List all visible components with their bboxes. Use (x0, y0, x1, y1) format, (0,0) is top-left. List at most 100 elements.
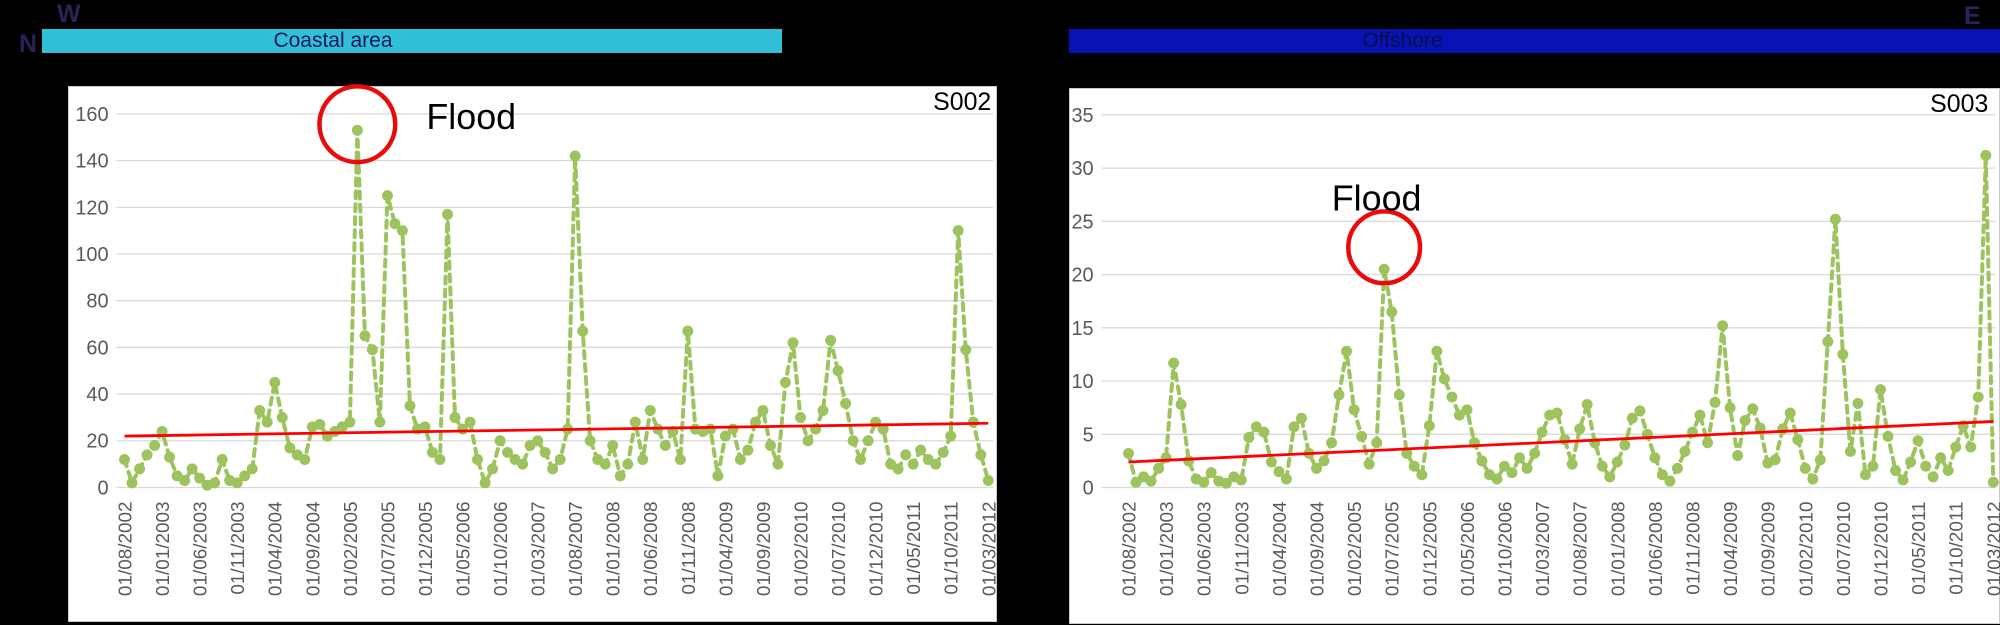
data-point (749, 416, 761, 428)
y-axis-tick-label: 100 (75, 244, 108, 266)
x-axis-tick-label: 01/08/2002 (1119, 501, 1140, 596)
x-axis-tick-label: 01/05/2011 (904, 501, 925, 594)
data-point (1499, 460, 1510, 472)
data-point (366, 344, 378, 356)
data-point (1311, 462, 1322, 474)
data-point (682, 325, 694, 337)
data-point (396, 225, 408, 237)
data-point (1972, 391, 1984, 403)
coastal-area-header-label: Coastal area (273, 29, 393, 52)
y-axis-tick-label: 5 (1083, 424, 1094, 446)
x-axis-tick-label: 01/05/2006 (1458, 501, 1479, 596)
data-point (1596, 460, 1608, 472)
flood-circle-annotation (1346, 209, 1423, 286)
data-point (1784, 407, 1796, 419)
data-point (1506, 467, 1518, 479)
data-point (351, 124, 363, 136)
data-point (472, 454, 483, 465)
x-axis-tick-label: 01/03/2012 (1984, 501, 2000, 596)
data-point (1461, 404, 1473, 416)
y-axis-tick-label: 140 (75, 151, 108, 173)
data-point (1769, 454, 1781, 466)
data-point (772, 458, 784, 470)
data-point (1664, 475, 1676, 487)
data-point (892, 463, 904, 475)
data-point (877, 423, 889, 435)
data-point (817, 405, 829, 416)
data-point (832, 365, 844, 377)
data-point (734, 454, 746, 465)
station-label: S002 (933, 88, 991, 116)
data-point (1837, 348, 1849, 360)
data-point (1521, 462, 1533, 474)
data-point (261, 416, 273, 428)
data-point (1514, 452, 1526, 464)
data-point (1829, 213, 1841, 225)
data-point (569, 150, 581, 162)
station-label: S003 (1930, 90, 1988, 118)
data-point (599, 458, 611, 470)
data-point (1905, 456, 1917, 468)
data-point (742, 444, 754, 456)
data-point (1408, 460, 1420, 472)
data-point (194, 472, 206, 484)
x-axis-tick-label: 01/12/2010 (1871, 501, 1892, 596)
data-point (419, 421, 431, 433)
data-point (659, 439, 671, 451)
data-point (1867, 460, 1879, 472)
data-point (1852, 397, 1864, 409)
data-point (426, 446, 438, 458)
data-point (434, 454, 446, 465)
data-point (1890, 464, 1902, 476)
x-axis-tick-label: 01/10/2011 (1947, 501, 1968, 594)
flood-annotation-label: Flood (426, 97, 516, 137)
data-point (1168, 357, 1180, 369)
x-axis-tick-label: 01/06/2003 (191, 501, 212, 596)
data-point (1574, 423, 1586, 435)
data-point (982, 475, 994, 487)
data-point (862, 435, 874, 447)
x-axis-tick-label: 01/02/2010 (1796, 501, 1817, 596)
data-point (1235, 474, 1247, 486)
data-point (607, 439, 619, 451)
data-point (930, 458, 942, 470)
x-axis-tick-label: 01/07/2010 (829, 501, 850, 596)
data-point (704, 423, 716, 435)
data-point (900, 449, 912, 461)
x-axis-tick-label: 01/08/2007 (566, 501, 587, 596)
x-axis-tick-label: 01/01/2008 (1608, 501, 1629, 596)
data-point (802, 435, 814, 447)
x-axis-tick-label: 01/02/2010 (791, 501, 812, 596)
data-point (1265, 456, 1277, 468)
data-point (1341, 345, 1353, 357)
data-point (1438, 373, 1450, 385)
x-axis-tick-label: 01/09/2004 (303, 501, 324, 596)
data-point (1551, 407, 1563, 419)
data-point (975, 449, 987, 461)
data-point (674, 454, 686, 465)
data-point (1649, 452, 1661, 464)
data-point (1822, 336, 1834, 348)
data-point (149, 439, 161, 451)
data-point (787, 337, 799, 349)
data-point (1626, 412, 1638, 424)
data-point (1611, 456, 1623, 468)
y-axis-tick-label: 40 (86, 384, 108, 406)
data-point (1754, 422, 1766, 434)
data-point (1280, 473, 1292, 485)
data-point (1130, 476, 1142, 488)
y-axis-tick-label: 0 (1083, 477, 1094, 499)
data-point (404, 400, 416, 412)
data-point (1288, 421, 1300, 433)
coastal-chart-panel: 0 20 40 60 80 100 120 140 160 01/08/2002 01/01/200… (68, 84, 1000, 622)
data-point (299, 454, 311, 465)
data-point (141, 449, 153, 461)
data-point (1536, 426, 1548, 438)
data-point (1912, 435, 1924, 447)
data-point (960, 344, 972, 356)
data-point (1566, 458, 1578, 470)
data-point (502, 446, 514, 458)
x-axis-tick-label: 01/12/2005 (1420, 501, 1441, 596)
data-point (239, 470, 251, 482)
